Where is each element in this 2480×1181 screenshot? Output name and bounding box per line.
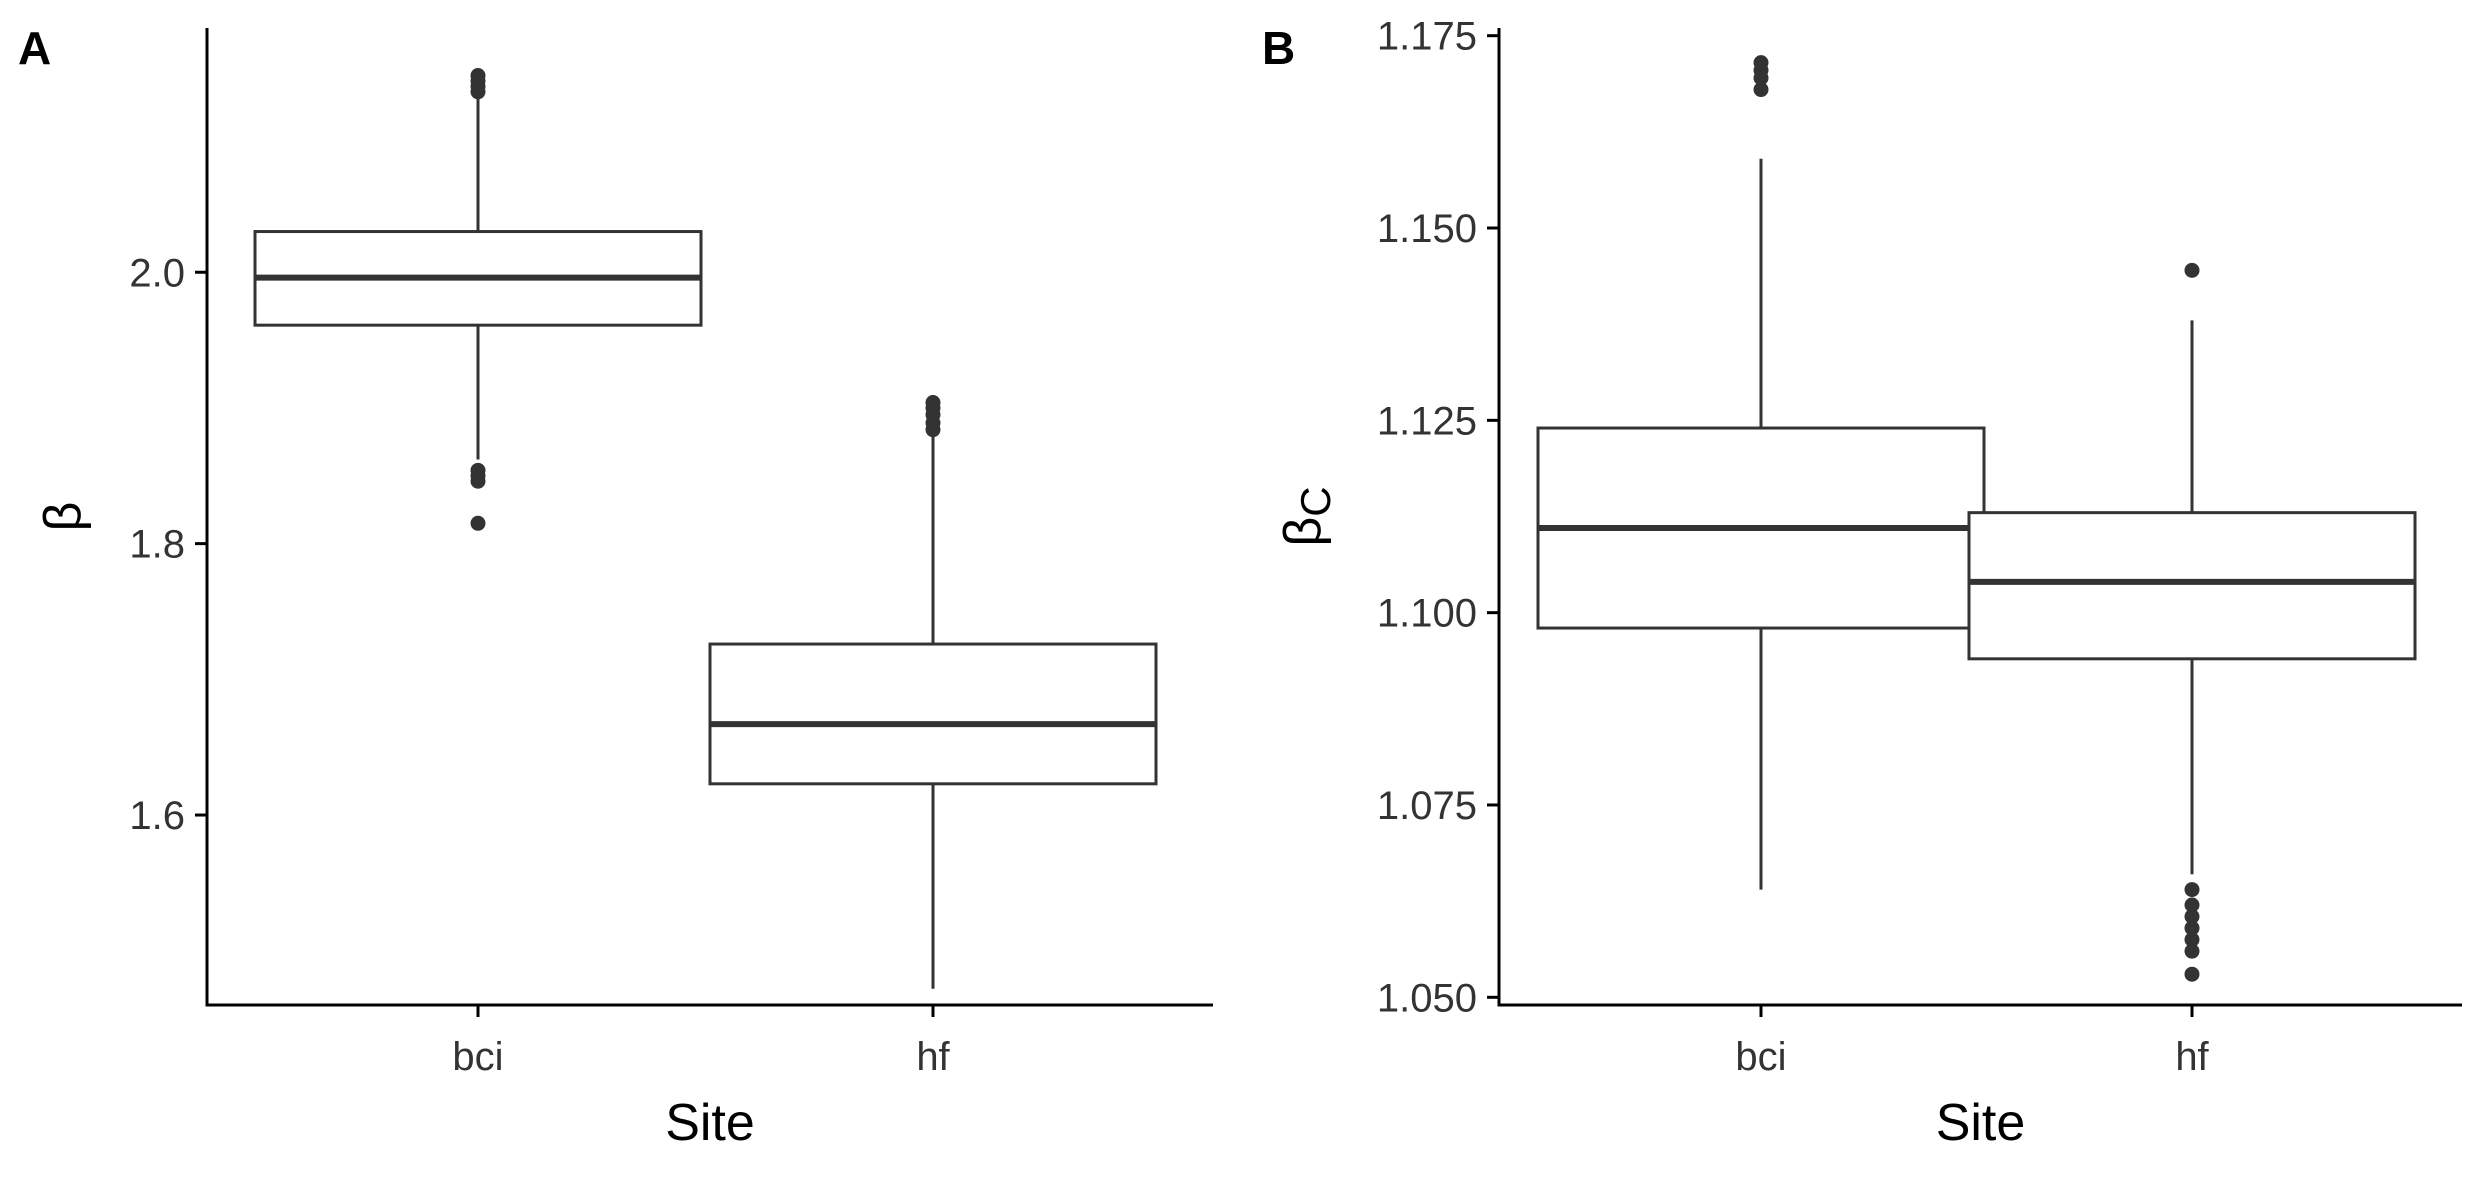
panel-label: B bbox=[1262, 22, 1295, 74]
y-axis-title: β bbox=[34, 502, 92, 532]
y-tick-label: 1.100 bbox=[1377, 592, 1477, 636]
outlier-point bbox=[1753, 55, 1769, 71]
box-bci bbox=[1536, 55, 1986, 890]
outlier-point bbox=[1753, 82, 1769, 98]
x-axis-title: Site bbox=[665, 1094, 755, 1152]
y-axis-title: βC bbox=[1274, 486, 1339, 546]
y-tick-label: 1.175 bbox=[1377, 15, 1477, 59]
outlier-point bbox=[470, 67, 486, 83]
box-bci bbox=[253, 67, 703, 531]
box-iqr bbox=[1967, 511, 2417, 661]
outlier-point bbox=[470, 462, 486, 478]
y-tick-label: 1.8 bbox=[129, 523, 185, 567]
box-hf bbox=[1967, 262, 2417, 982]
outlier-point bbox=[2184, 920, 2200, 936]
y-tick-label: 1.050 bbox=[1377, 976, 1477, 1020]
outlier-point bbox=[2184, 932, 2200, 948]
y-tick-label: 2.0 bbox=[129, 251, 185, 295]
outlier-point bbox=[2184, 882, 2200, 898]
y-tick-label: 1.125 bbox=[1377, 399, 1477, 443]
outlier-point bbox=[2184, 943, 2200, 959]
y-axis-title-subscript: C bbox=[1292, 486, 1339, 516]
y-tick-label: 1.6 bbox=[129, 794, 185, 838]
outlier-point bbox=[2184, 909, 2200, 925]
y-tick-label: 1.150 bbox=[1377, 207, 1477, 251]
panel-label: A bbox=[18, 22, 51, 74]
x-tick-label: hf bbox=[2175, 1035, 2209, 1079]
box-iqr bbox=[708, 642, 1158, 786]
x-tick-label: hf bbox=[916, 1035, 950, 1079]
outlier-point bbox=[2184, 966, 2200, 982]
outlier-point bbox=[2184, 262, 2200, 278]
outlier-point bbox=[470, 515, 486, 531]
y-tick-label: 1.075 bbox=[1377, 784, 1477, 828]
panel-a: A 1.6 1.8 2.0 bci hf Site β bbox=[18, 22, 1213, 1152]
x-axis-title: Site bbox=[1936, 1094, 2026, 1152]
outlier-point bbox=[925, 395, 941, 411]
outlier-point bbox=[2184, 897, 2200, 913]
box-hf bbox=[708, 395, 1158, 989]
panel-b: B 1.050 1.075 1.100 1.125 1.150 1.175 bci hf Site… bbox=[1262, 15, 2462, 1152]
x-tick-label: bci bbox=[452, 1035, 503, 1079]
x-tick-label: bci bbox=[1735, 1035, 1786, 1079]
